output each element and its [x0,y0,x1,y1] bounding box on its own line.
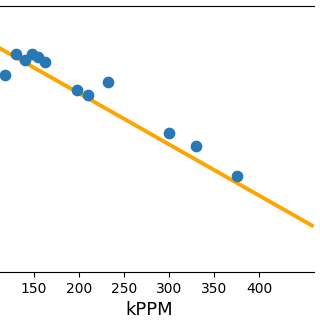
Point [43,60,48,65]
Point [234,173,239,179]
Point [36,54,41,60]
Point [75,87,80,92]
X-axis label: kPPM: kPPM [125,301,172,319]
Point [22,57,27,62]
Point [13,52,18,57]
Point [166,130,172,135]
Point [29,52,35,57]
Point [85,92,91,98]
Point [2,72,7,77]
Point [194,143,199,148]
Point [105,80,110,85]
